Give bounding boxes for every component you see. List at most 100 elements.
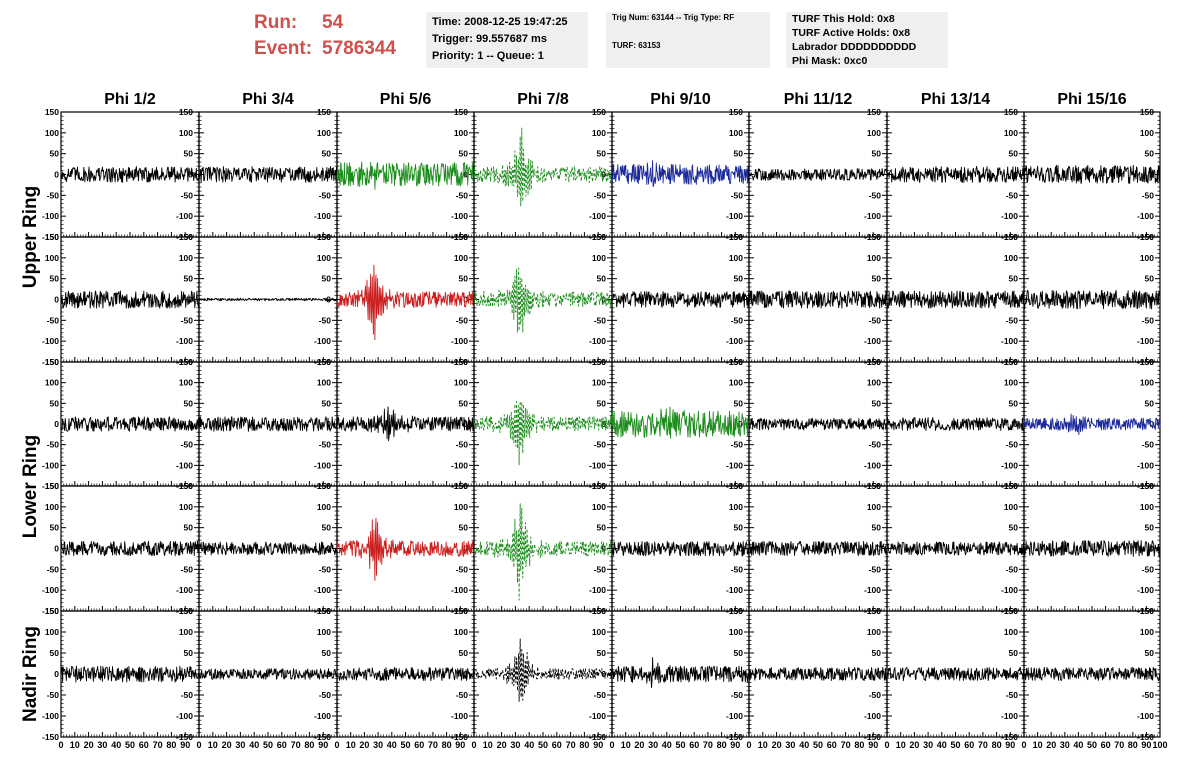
panel-r3-c4-waveform — [473, 400, 613, 466]
panel-r5-c6-ylabel: 150 — [867, 606, 881, 616]
panel-r5-c5-xlabel: 90 — [730, 740, 740, 750]
panel-r5-c6-xlabel: 70 — [841, 740, 851, 750]
panel-r5-c6-xlabel: 80 — [854, 740, 864, 750]
panel-r4-c8-ylabel: -100 — [1137, 585, 1154, 595]
panel-r5-c1-xlabel: 20 — [84, 740, 94, 750]
panel-r3-c5-ylabel: 50 — [734, 398, 744, 408]
panel-r5-c7-xlabel: 80 — [992, 740, 1002, 750]
column-header-1: Phi 1/2 — [104, 91, 156, 108]
panel-r1-c3-ylabel: -100 — [451, 211, 468, 221]
panel-r5-c7-xlabel: 60 — [964, 740, 974, 750]
panel-r1-c6-ylabel: 50 — [872, 149, 882, 159]
panel-r2-c1-ylabel-left: 0 — [54, 295, 59, 305]
panel-r3-c7-ylabel: 150 — [1004, 357, 1018, 367]
panel-r5-c1-xlabel: 70 — [153, 740, 163, 750]
panel-r4-c4-ylabel: 150 — [592, 481, 606, 491]
panel-r5-c5-xlabel: 20 — [634, 740, 644, 750]
panel-r5-c2-ylabel: -150 — [314, 732, 331, 742]
panel-r2-c1-waveform — [60, 290, 200, 309]
panel-r2-c4-ylabel: 50 — [597, 274, 607, 284]
turf-info-box: TURF This Hold: 0x8 TURF Active Holds: 0… — [786, 12, 948, 68]
panel-r2-c1-ylabel-left: 150 — [45, 232, 59, 242]
panel-r5-c7-ylabel: 50 — [1009, 648, 1019, 658]
trigger-info-box: Trig Num: 63144 -- Trig Type: RF TURF: 6… — [606, 12, 770, 68]
panel-r2-c2-ylabel: 100 — [317, 253, 331, 263]
panel-r1-c1-ylabel: 50 — [184, 149, 194, 159]
panel-r3-c2-ylabel: 100 — [317, 378, 331, 388]
panel-r5-c2-xlabel: 0 — [196, 740, 201, 750]
panel-r3-c2-ylabel: -100 — [314, 460, 331, 470]
panel-r3-c8-ylabel: 0 — [1149, 419, 1154, 429]
panel-r5-c3-xlabel: 50 — [400, 740, 410, 750]
panel-r3-c1-ylabel: 100 — [179, 378, 193, 388]
panel-r5-c5-ylabel: -150 — [726, 732, 743, 742]
panel-r5-c2-xlabel: 30 — [235, 740, 245, 750]
panel-r5-c5-xlabel: 80 — [717, 740, 727, 750]
panel-r3-c1-ylabel: -50 — [181, 440, 194, 450]
panel-r5-c7-waveform — [886, 667, 1025, 682]
panel-r2-c5-ylabel: -50 — [731, 315, 744, 325]
panel-r5-c1-ylabel: -50 — [181, 690, 194, 700]
panel-r1-c1-ylabel-left: 0 — [54, 170, 59, 180]
panel-r5-c7-xlabel: 90 — [1005, 740, 1015, 750]
panel-r3-c1-ylabel-left: -150 — [42, 481, 59, 491]
panel-r5-c1-ylabel: 150 — [179, 606, 193, 616]
panel-r2-c1-ylabel: -50 — [181, 315, 194, 325]
panel-r5-c2-xlabel: 80 — [304, 740, 314, 750]
panel-r1-c5-ylabel: 100 — [729, 128, 743, 138]
panel-r4-c8-ylabel: 50 — [1145, 523, 1155, 533]
panel-r5-c1-ylabel: 100 — [179, 627, 193, 637]
panel-r3-c2-ylabel: -50 — [319, 440, 332, 450]
panel-r5-c2-xlabel: 40 — [249, 740, 259, 750]
panel-r1-c2-ylabel: 100 — [317, 128, 331, 138]
panel-r3-c7-waveform — [886, 417, 1025, 432]
panel-r5-c1-xlabel: 60 — [139, 740, 149, 750]
panel-r2-c3-ylabel: 150 — [454, 232, 468, 242]
panel-r5-c5-ylabel: -50 — [731, 690, 744, 700]
panel-r4-c4-waveform — [473, 503, 613, 601]
panel-r5-c5-xlabel: 30 — [648, 740, 658, 750]
panel-r5-c4-xlabel: 10 — [483, 740, 493, 750]
panel-r5-c1-xlabel: 10 — [70, 740, 80, 750]
panel-r5-c3-xlabel: 20 — [359, 740, 369, 750]
panel-r5-c1-xlabel: 90 — [180, 740, 190, 750]
panel-r2-c6-ylabel: -50 — [869, 315, 882, 325]
run-event-info: Run: 54 Event: 5786344 — [254, 10, 396, 62]
panel-r4-c7-ylabel: 50 — [1009, 523, 1019, 533]
panel-r4-c1-ylabel: 0 — [188, 544, 193, 554]
panel-r3-c1-ylabel-left: 150 — [45, 357, 59, 367]
phi-mask-text: Phi Mask: 0xc0 — [792, 55, 868, 67]
panel-r5-c3-xlabel: 90 — [455, 740, 465, 750]
panel-r3-c2-ylabel: 150 — [317, 357, 331, 367]
panel-r4-c7-ylabel: -50 — [1006, 564, 1019, 574]
panel-r5-c3-xlabel: 80 — [442, 740, 452, 750]
panel-r5-c2-ylabel: 50 — [322, 648, 332, 658]
panel-r1-c4-ylabel: 100 — [592, 128, 606, 138]
panel-r3-c6-ylabel: -100 — [864, 460, 881, 470]
panel-r3-c6-waveform — [748, 417, 888, 431]
panel-r3-c4-ylabel: 50 — [597, 398, 607, 408]
panel-r5-c6-ylabel: -100 — [864, 711, 881, 721]
panel-r2-c8-ylabel: 100 — [1140, 253, 1154, 263]
panel-r2-c6-ylabel: 50 — [872, 274, 882, 284]
turf-num-text: TURF: 63153 — [612, 41, 661, 50]
panel-r4-c4-ylabel: -100 — [589, 585, 606, 595]
panel-r2-c5-ylabel: 50 — [734, 274, 744, 284]
panel-r1-c7-ylabel: 50 — [1009, 149, 1019, 159]
panel-r5-c7-xlabel: 30 — [923, 740, 933, 750]
panel-r1-c8-ylabel: -100 — [1137, 211, 1154, 221]
panel-r2-c2-ylabel: 50 — [322, 274, 332, 284]
panel-r4-c1-ylabel: 150 — [179, 481, 193, 491]
panel-r2-c2-ylabel: -50 — [319, 315, 332, 325]
panel-r5-c1-xlabel: 0 — [58, 740, 63, 750]
panel-r5-c7-xlabel: 40 — [937, 740, 947, 750]
panel-r5-c1-ylabel-left: 150 — [45, 606, 59, 616]
panel-r2-c6-ylabel: 100 — [867, 253, 881, 263]
panel-r3-c4-ylabel: -50 — [594, 440, 607, 450]
panel-r4-c3-waveform — [336, 517, 475, 581]
panel-r2-c1-ylabel-left: -150 — [42, 357, 59, 367]
panel-r4-c1-ylabel: -50 — [181, 564, 194, 574]
panel-r1-c4-waveform — [473, 127, 613, 207]
panel-r1-c3-ylabel: 50 — [459, 149, 469, 159]
panel-r2-c7-ylabel: 100 — [1004, 253, 1018, 263]
